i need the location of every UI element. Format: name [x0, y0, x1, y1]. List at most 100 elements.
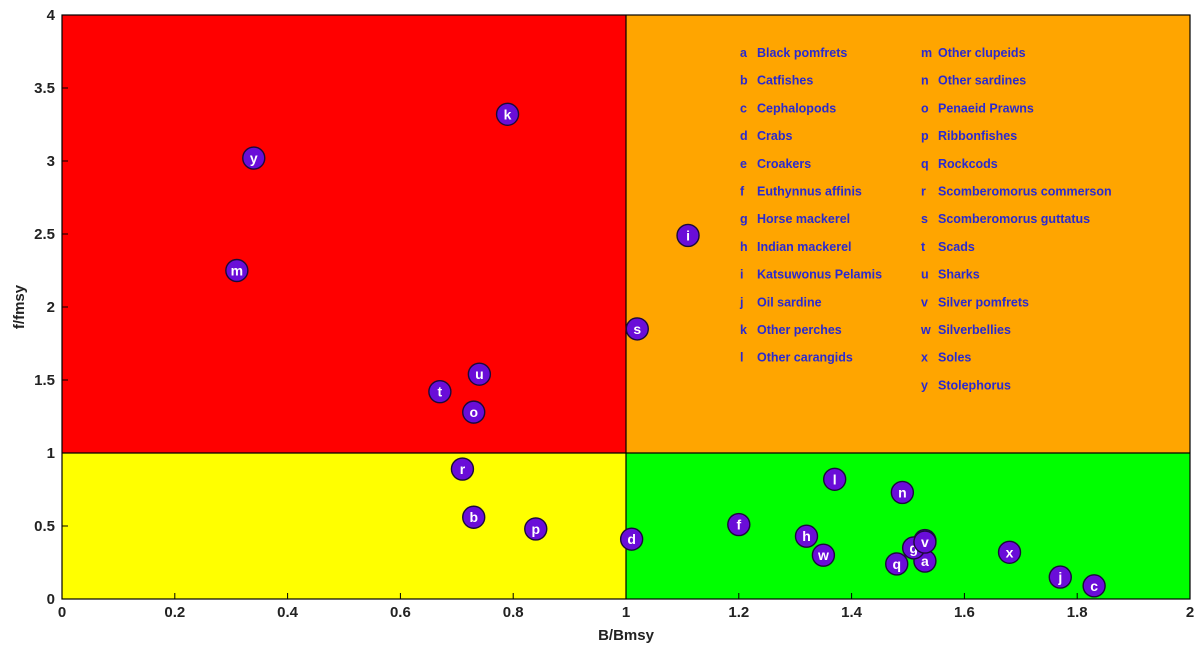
legend-key: j	[739, 295, 743, 309]
legend-key: y	[921, 378, 928, 392]
point-n: n	[890, 480, 915, 505]
point-b: b	[462, 505, 486, 529]
legend-key: n	[921, 74, 929, 88]
point-marker	[890, 480, 915, 505]
legend-key: v	[921, 295, 928, 309]
legend-label: Other sardines	[938, 74, 1026, 88]
point-label: t	[438, 384, 443, 400]
point-y: y	[242, 146, 266, 170]
point-q: q	[885, 552, 909, 576]
point-label: j	[1057, 569, 1062, 585]
quadrant-regions	[62, 15, 1190, 599]
point-marker	[462, 505, 486, 529]
y-axis-label: f/fmsy	[11, 284, 28, 329]
point-label: c	[1090, 578, 1098, 594]
point-marker	[467, 362, 492, 386]
point-label: g	[909, 540, 918, 556]
point-marker	[450, 457, 475, 481]
legend-key: p	[921, 129, 929, 143]
point-label: y	[250, 150, 258, 166]
point-marker	[811, 543, 836, 567]
x-tick-label: 2	[1186, 604, 1194, 621]
y-tick-label: 4	[47, 7, 56, 24]
point-label: v	[921, 534, 929, 550]
legend-label: Crabs	[757, 129, 792, 143]
point-marker	[794, 524, 819, 548]
legend-label: Cephalopods	[757, 101, 836, 115]
legend-key: m	[921, 46, 932, 60]
legend-key: r	[921, 185, 926, 199]
legend-label: Oil sardine	[757, 295, 822, 309]
legend-key: g	[740, 212, 748, 226]
point-label: b	[469, 509, 478, 525]
point-marker	[462, 400, 486, 424]
point-label: k	[504, 106, 512, 122]
legend-label: Indian mackerel	[757, 240, 852, 254]
x-tick-label: 1.6	[954, 604, 975, 621]
legend-key: s	[921, 212, 928, 226]
region-1	[626, 15, 1190, 453]
point-label: x	[1006, 544, 1014, 560]
point-marker	[495, 102, 520, 126]
legend-label: Croakers	[757, 157, 811, 171]
legend-label: Other clupeids	[938, 46, 1026, 60]
y-tick-label: 0	[47, 591, 55, 608]
point-h: h	[794, 524, 819, 548]
point-v: v	[913, 530, 937, 554]
legend-key: a	[740, 46, 748, 60]
point-x: x	[997, 540, 1022, 564]
legend-key: k	[740, 323, 747, 337]
legend-label: Horse mackerel	[757, 212, 850, 226]
point-marker	[822, 467, 847, 491]
legend-key: t	[921, 240, 926, 254]
x-tick-label: 1	[622, 604, 630, 621]
x-tick-label: 1.8	[1067, 604, 1088, 621]
point-label: h	[802, 528, 811, 544]
point-label: m	[231, 263, 243, 279]
point-marker	[619, 527, 644, 551]
legend-label: Ribbonfishes	[938, 129, 1017, 143]
x-tick-label: 1.2	[728, 604, 749, 621]
point-p: p	[524, 517, 548, 541]
legend-label: Stolephorus	[938, 378, 1011, 392]
point-marker	[885, 552, 909, 576]
legend-label: Katsuwonus Pelamis	[757, 268, 882, 282]
point-label: p	[531, 521, 540, 537]
legend-label: Penaeid Prawns	[938, 101, 1034, 115]
point-f: f	[727, 512, 751, 537]
point-marker	[997, 540, 1022, 564]
point-r: r	[450, 457, 475, 481]
point-label: n	[898, 484, 907, 500]
legend-key: e	[740, 157, 747, 171]
legend-key: f	[740, 185, 745, 199]
legend-key: b	[740, 74, 748, 88]
point-marker	[727, 512, 751, 537]
legend-key: i	[740, 268, 743, 282]
legend-label: Silver pomfrets	[938, 295, 1029, 309]
x-tick-label: 0.2	[164, 604, 185, 621]
legend-label: Catfishes	[757, 74, 813, 88]
legend-label: Black pomfrets	[757, 46, 847, 60]
point-marker	[428, 379, 452, 404]
legend-label: Other perches	[757, 323, 842, 337]
point-label: l	[833, 471, 837, 487]
point-marker	[524, 517, 548, 541]
point-d: d	[619, 527, 644, 551]
point-marker	[1082, 574, 1106, 598]
y-tick-label: 2	[47, 299, 55, 316]
x-axis-ticks: 0 0.2 0.4 0.6 0.8 1 1.2 1.4 1.6 1.8 2	[58, 593, 1194, 621]
y-axis-ticks: 0 0.5 1 1.5 2 2.5 3 3.5 4	[34, 7, 68, 608]
legend-label: Euthynnus affinis	[757, 185, 862, 199]
legend-key: x	[921, 351, 928, 365]
point-marker	[913, 530, 937, 554]
point-label: d	[627, 531, 636, 547]
legend-key: o	[921, 101, 929, 115]
legend-label: Other carangids	[757, 351, 853, 365]
y-tick-label: 2.5	[34, 226, 55, 243]
legend-key: u	[921, 268, 929, 282]
point-k: k	[495, 102, 520, 126]
legend-key: d	[740, 129, 748, 143]
x-tick-label: 0.8	[503, 604, 524, 621]
point-c: c	[1082, 574, 1106, 598]
